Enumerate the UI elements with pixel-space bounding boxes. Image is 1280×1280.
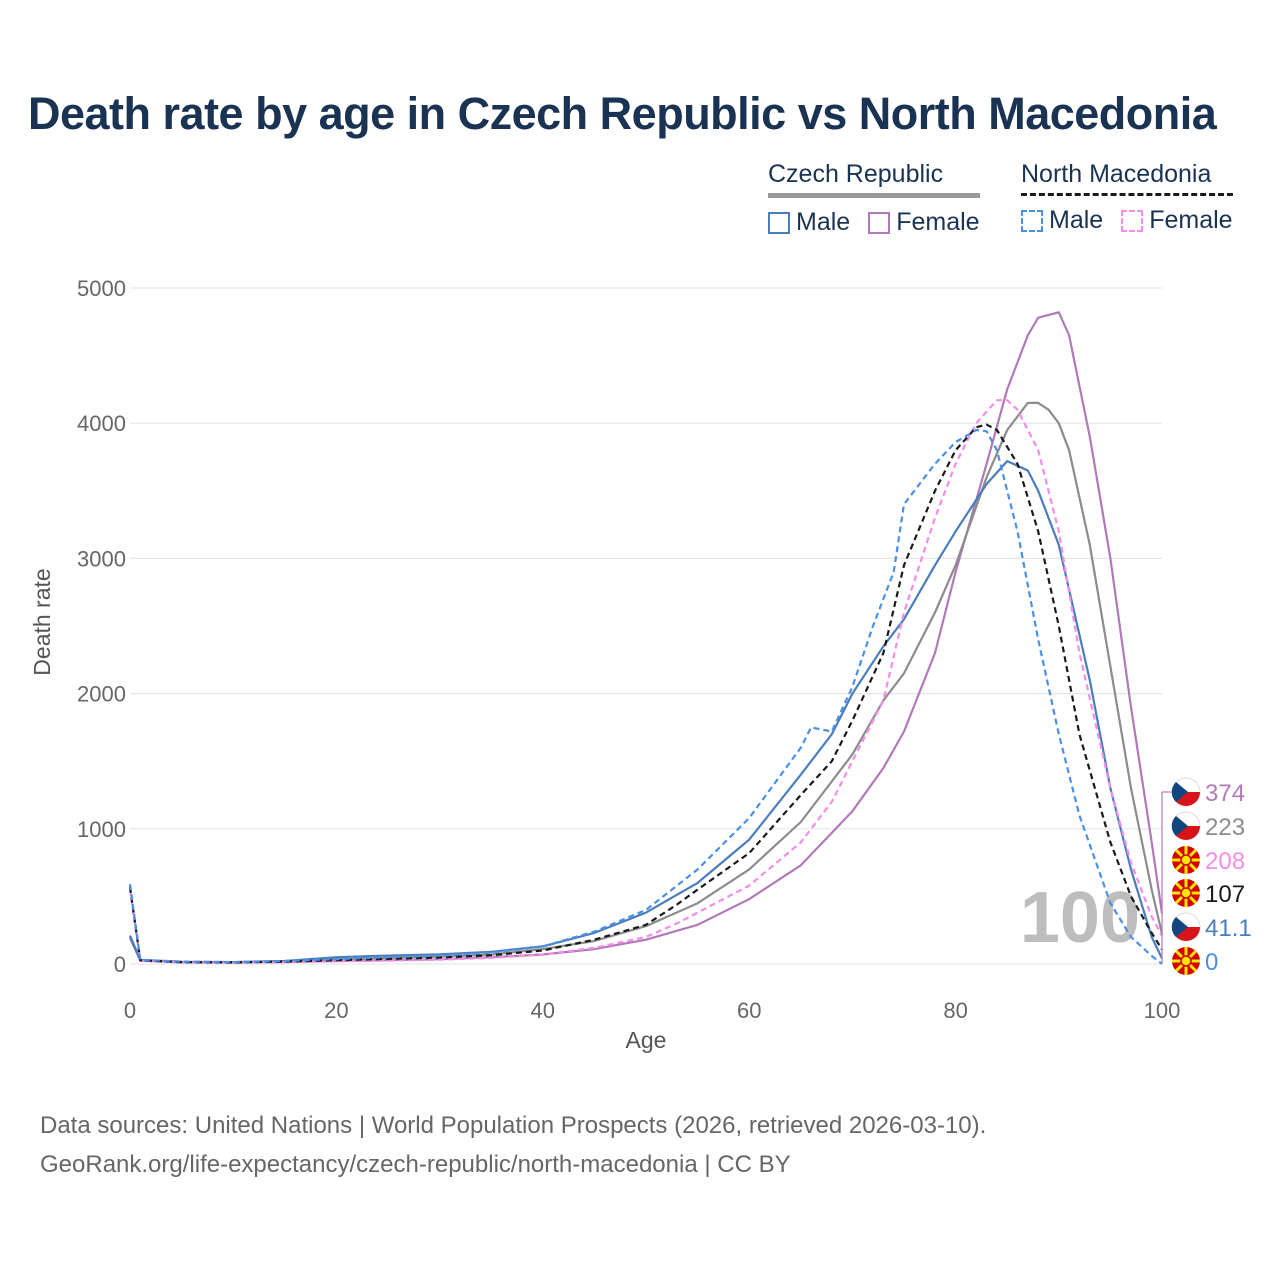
legend-czech-male-swatch — [768, 211, 790, 234]
y-tick-4000: 4000 — [77, 411, 126, 436]
legend-macedonia-female[interactable]: Female — [1121, 206, 1233, 235]
end-label-4: 41.1 — [1171, 912, 1252, 942]
x-tick-0: 0 — [124, 998, 136, 1023]
y-tick-5000: 5000 — [77, 276, 126, 301]
end-label-value: 0 — [1205, 949, 1218, 976]
footer: Data sources: United Nations | World Pop… — [40, 1106, 986, 1184]
legend-czech-male-label: Male — [796, 208, 851, 236]
x-tick-100: 100 — [1144, 998, 1181, 1023]
y-tick-0: 0 — [114, 952, 126, 977]
y-tick-3000: 3000 — [77, 546, 126, 571]
series-line-czech-republic-male[interactable] — [128, 460, 1163, 964]
chart-title: Death rate by age in Czech Republic vs N… — [28, 88, 1217, 139]
end-label-value: 41.1 — [1205, 915, 1252, 942]
y-axis-title: Death rate — [29, 568, 55, 675]
end-label-2: 208 — [1172, 846, 1245, 875]
end-label-0: 374 — [1171, 777, 1245, 807]
year-label: 100 — [1020, 878, 1140, 958]
y-tick-1000: 1000 — [77, 817, 126, 842]
legend-north-macedonia-title: North Macedonia — [1021, 160, 1233, 196]
x-tick-40: 40 — [531, 998, 555, 1023]
x-axis-title: Age — [626, 1027, 667, 1053]
end-label-value: 223 — [1205, 814, 1245, 841]
series-lines — [128, 311, 1164, 965]
legend-czech-female[interactable]: Female — [868, 208, 980, 237]
footer-sources: Data sources: United Nations | World Pop… — [40, 1112, 987, 1139]
series-line-north-macedonia-total[interactable] — [128, 423, 1163, 964]
legend-czech-female-swatch — [868, 211, 891, 234]
axis-ticks: 0 1000 2000 3000 4000 5000 0 20 40 60 80 100 — [77, 276, 1180, 1023]
end-labels: 374 223 208 107 41.1 0 — [1161, 777, 1252, 976]
grid-lines — [130, 287, 1162, 965]
legend-czech-female-label: Female — [896, 208, 980, 236]
legend-czech-republic-title: Czech Republic — [768, 160, 980, 198]
legend-czech-male[interactable]: Male — [768, 208, 850, 237]
x-tick-60: 60 — [737, 998, 761, 1023]
legend-macedonia-male[interactable]: Male — [1021, 206, 1103, 235]
series-line-north-macedonia-female[interactable] — [128, 399, 1163, 964]
end-label-1: 223 — [1171, 811, 1245, 841]
czech-flag-triangle — [1171, 816, 1188, 836]
legend-macedonia-male-swatch — [1021, 209, 1043, 232]
x-tick-20: 20 — [324, 998, 348, 1023]
series-line-north-macedonia-male[interactable] — [128, 428, 1163, 965]
legend-macedonia-male-label: Male — [1049, 206, 1104, 234]
macedonia-flag-sun — [1180, 955, 1192, 967]
x-tick-80: 80 — [943, 998, 967, 1023]
end-label-value: 208 — [1205, 848, 1245, 875]
end-label-3: 107 — [1172, 879, 1245, 908]
end-label-value: 107 — [1205, 881, 1245, 908]
footer-link[interactable]: GeoRank.org/life-expectancy/czech-republ… — [40, 1151, 791, 1178]
macedonia-flag-sun — [1180, 887, 1192, 899]
end-label-5: 0 — [1172, 947, 1218, 976]
y-tick-2000: 2000 — [77, 682, 126, 707]
legend-north-macedonia: North Macedonia Male Female — [1021, 160, 1233, 235]
end-label-value: 374 — [1205, 780, 1245, 807]
legend-czech-republic: Czech Republic Male Female — [768, 160, 980, 237]
macedonia-flag-sun — [1180, 854, 1192, 866]
legend-macedonia-female-label: Female — [1149, 206, 1233, 234]
czech-flag-triangle — [1171, 917, 1188, 937]
series-line-czech-republic-female[interactable] — [129, 311, 1164, 964]
legend-macedonia-female-swatch — [1121, 209, 1144, 232]
czech-flag-triangle — [1171, 782, 1188, 802]
